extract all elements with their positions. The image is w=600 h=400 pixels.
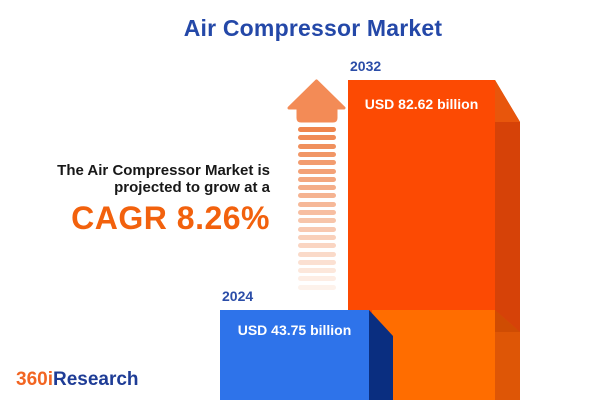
bar-2024-face	[220, 310, 369, 400]
description-line1: The Air Compressor Market is	[57, 162, 270, 179]
logo-360i: 360i	[16, 369, 53, 390]
bar-2032-year-label: 2032	[350, 58, 382, 74]
bar-2024-value-label: USD 43.75 billion	[237, 322, 352, 338]
description-line2: projected to grow at a	[114, 179, 270, 196]
description-block: The Air Compressor Market is projected t…	[0, 162, 270, 236]
page-title: Air Compressor Market	[183, 15, 443, 41]
brand-logo: 360iResearch	[16, 369, 139, 391]
bar-2032-value-label: USD 82.62 billion	[364, 96, 479, 112]
logo-research: Research	[52, 369, 139, 390]
bar-2024-year-label: 2024	[222, 288, 254, 304]
cagr-text: CAGR 8.26%	[71, 200, 270, 236]
growth-arrow-icon	[287, 79, 346, 123]
arrow-dashes	[298, 127, 336, 297]
